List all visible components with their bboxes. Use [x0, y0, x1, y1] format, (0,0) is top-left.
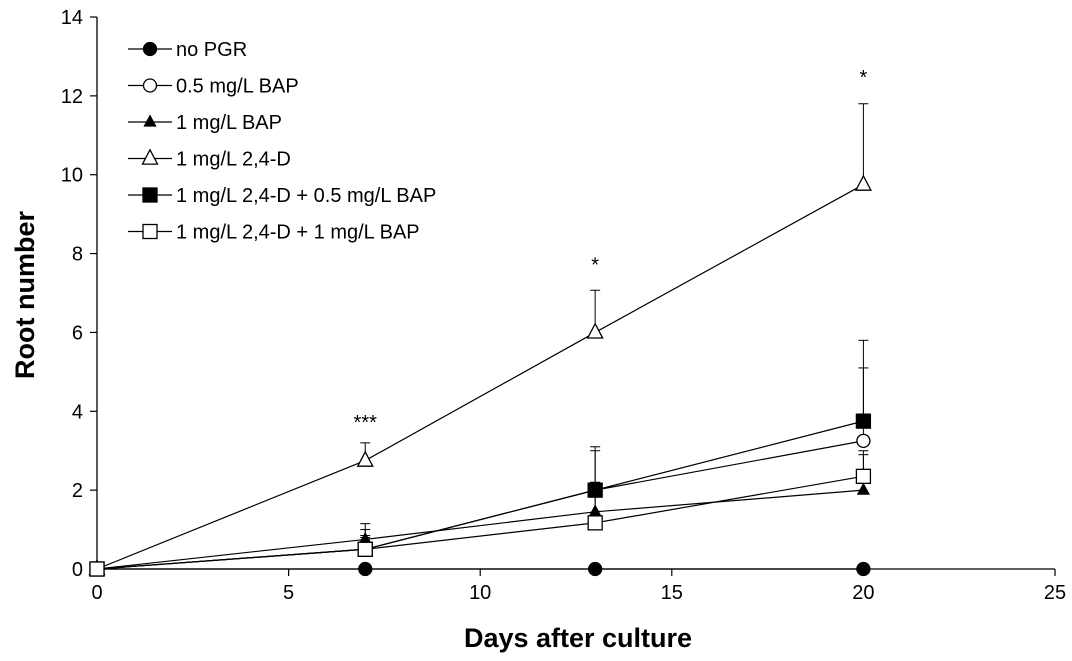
y-tick-label: 12 — [61, 86, 83, 108]
legend-marker — [141, 148, 159, 165]
legend-label: 1 mg/L 2,4-D + 0.5 mg/L BAP — [176, 185, 436, 207]
y-tick-label: 6 — [72, 322, 83, 344]
y-tick-label: 0 — [72, 559, 83, 581]
y-tick-label: 8 — [72, 244, 83, 266]
legend-label: 1 mg/L 2,4-D — [176, 149, 291, 171]
data-point — [855, 468, 872, 484]
data-point — [587, 482, 603, 498]
legend: no PGR 0.5 mg/L BAP 1 mg/L BAP 1 mg/L 2,4-D… — [128, 39, 436, 244]
x-tick-label: 25 — [1044, 582, 1066, 604]
x-tick-label: 20 — [852, 582, 874, 604]
data-point — [854, 174, 872, 191]
data-point — [587, 515, 603, 531]
data-point — [588, 561, 603, 577]
significance-annotations: ***** — [354, 67, 868, 434]
x-tick-label: 5 — [283, 582, 294, 604]
y-axis-title: Root number — [10, 211, 40, 379]
data-point — [89, 561, 105, 577]
legend-item: 1 mg/L BAP — [128, 112, 282, 134]
legend-label: 1 mg/L BAP — [176, 112, 282, 134]
significance-marker: * — [591, 254, 599, 276]
series-line — [96, 489, 864, 570]
data-point — [855, 413, 872, 429]
data-point — [856, 433, 871, 449]
data-point — [856, 561, 871, 577]
legend-item: 0.5 mg/L BAP — [128, 76, 299, 98]
data-point — [358, 561, 373, 577]
legend-marker — [143, 114, 157, 127]
legend-item: 1 mg/L 2,4-D — [128, 148, 291, 171]
x-tick-label: 10 — [469, 582, 491, 604]
y-tick-label: 14 — [61, 7, 83, 29]
series-lines — [96, 184, 864, 570]
data-point — [357, 541, 373, 557]
data-point — [856, 482, 870, 495]
legend-marker — [142, 78, 158, 93]
legend-marker — [142, 41, 158, 57]
data-point — [356, 450, 374, 467]
series-line — [96, 475, 864, 570]
legend-label: no PGR — [176, 39, 247, 61]
legend-item: 1 mg/L 2,4-D + 1 mg/L BAP — [128, 222, 420, 244]
series-line — [96, 184, 864, 570]
y-tick-label: 4 — [72, 401, 83, 423]
legend-label: 1 mg/L 2,4-D + 1 mg/L BAP — [176, 222, 420, 244]
legend-item: no PGR — [128, 39, 247, 61]
x-tick-label: 0 — [91, 582, 102, 604]
legend-marker — [142, 223, 158, 240]
legend-item: 1 mg/L 2,4-D + 0.5 mg/L BAP — [128, 185, 436, 207]
significance-marker: *** — [354, 412, 378, 434]
data-point — [588, 504, 602, 517]
legend-marker — [142, 187, 158, 203]
series-line — [96, 420, 864, 570]
y-tick-label: 10 — [61, 165, 83, 187]
error-bars — [360, 103, 869, 550]
series-line — [96, 440, 864, 570]
significance-marker: * — [860, 67, 868, 89]
data-point — [586, 322, 604, 339]
x-tick-label: 15 — [661, 582, 683, 604]
data-markers — [88, 174, 872, 577]
legend-label: 0.5 mg/L BAP — [176, 76, 299, 98]
y-tick-label: 2 — [72, 480, 83, 502]
axes: 0 2 4 6 8 10 12 14 0 5 10 15 20 25 — [61, 7, 1066, 604]
x-axis-title: Days after culture — [464, 623, 692, 653]
